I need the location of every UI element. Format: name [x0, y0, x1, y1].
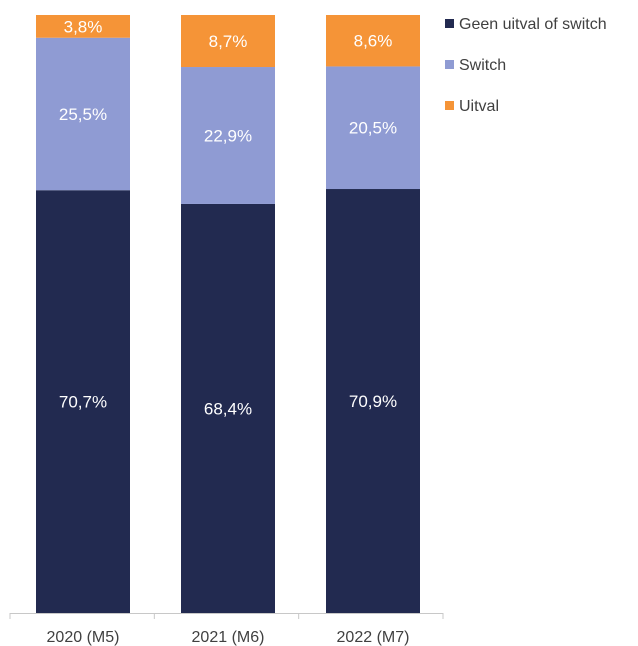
legend: Geen uitval of switch Switch Uitval: [445, 16, 607, 115]
legend-label: Switch: [459, 57, 506, 74]
data-label: 22,9%: [204, 126, 252, 145]
x-tick-label: 2022 (M7): [337, 629, 410, 646]
x-tick-labels: 2020 (M5) 2021 (M6) 2022 (M7): [47, 629, 410, 646]
bar-segment: [326, 66, 420, 190]
data-label: 70,7%: [59, 393, 107, 412]
x-tick-label: 2021 (M6): [192, 629, 265, 646]
data-label: 3,8%: [64, 17, 103, 36]
bar-segment: [181, 203, 275, 613]
data-label: 70,9%: [349, 392, 397, 411]
x-axis: [9, 613, 444, 619]
bar-segment: [181, 67, 275, 204]
legend-swatch: [445, 60, 454, 69]
data-label: 68,4%: [204, 399, 252, 418]
legend-label: Geen uitval of switch: [459, 16, 607, 33]
bar-segment: [36, 37, 130, 191]
bar-segment: [326, 189, 420, 613]
legend-swatch: [445, 101, 454, 110]
bar-segment: [326, 15, 420, 67]
segment-labels-group: 70,7% 25,5% 3,8% 68,4% 22,9% 8,7% 70,9% 20,5% 8,…: [59, 17, 397, 418]
legend-swatch: [445, 19, 454, 28]
legend-label: Uitval: [459, 98, 499, 115]
data-label: 8,6%: [354, 32, 393, 51]
bar-segment: [36, 190, 130, 614]
bar-segment: [36, 15, 130, 38]
x-tick-label: 2020 (M5): [47, 629, 120, 646]
data-label: 25,5%: [59, 105, 107, 124]
bars-group: [36, 15, 420, 614]
data-label: 8,7%: [209, 32, 248, 51]
bar-segment: [181, 15, 275, 68]
data-label: 20,5%: [349, 119, 397, 138]
